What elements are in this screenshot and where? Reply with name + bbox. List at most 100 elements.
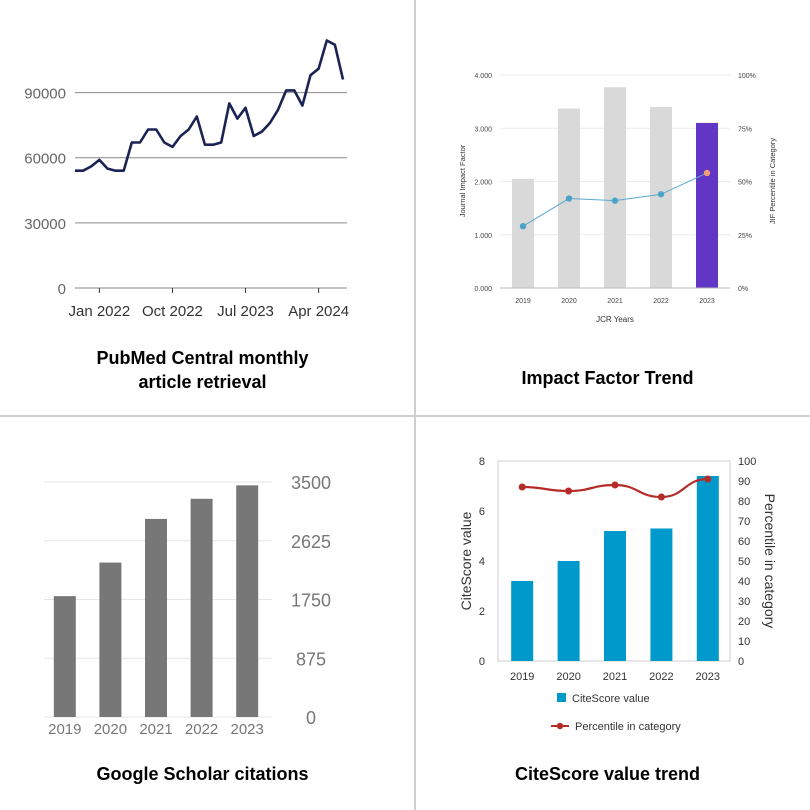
jif-x-axis-label: JCR Years — [596, 315, 634, 324]
jif-y2-tick-label: 0% — [738, 286, 748, 293]
jif-y-tick-label: 1.000 — [474, 233, 492, 240]
gs-caption: Google Scholar citations — [96, 764, 309, 784]
jif-percentile-point — [611, 197, 619, 204]
gs-y-tick-label: 3500 — [291, 473, 331, 493]
jif-x-tick-label: 2019 — [515, 298, 531, 305]
cs-percentile-point — [518, 483, 526, 491]
pmc-x-tick-label: Jan 2022 — [68, 303, 130, 320]
gs-x-tick-label: 2019 — [48, 721, 81, 738]
jif-caption: Impact Factor Trend — [521, 368, 694, 388]
cs-legend-line-label: Percentile in category — [575, 721, 681, 733]
cs-y-tick-label: 4 — [479, 556, 485, 568]
gs-x-tick-label: 2021 — [139, 721, 172, 738]
gs-y-tick-label: 0 — [306, 708, 316, 728]
cs-legend-bar-swatch — [557, 693, 566, 702]
jif-bar — [512, 178, 534, 288]
pmc-caption: PubMed Central monthly article retrieval — [0, 346, 405, 394]
gs-chart: 0 875 1750 2625 3500 2019 2020 2021 2022 2023 — [44, 473, 331, 738]
cs-bar — [650, 528, 673, 661]
cs-y2-tick-label: 20 — [738, 616, 750, 628]
jif-y-tick-label: 3.000 — [474, 126, 492, 133]
jif-y2-tick-label: 75% — [738, 126, 752, 133]
jif-y2-tick-label: 25% — [738, 233, 752, 240]
cs-panel: 0 2 4 6 8 0 10 20 30 40 50 60 70 80 90 100 2019 2020 2021 2… — [405, 405, 810, 810]
jif-percentile-point — [519, 223, 527, 230]
jif-y2-tick-label: 100% — [738, 73, 756, 80]
jif-y-tick-label: 0.000 — [474, 286, 492, 293]
cs-bar — [557, 561, 580, 661]
jif-x-tick-label: 2020 — [561, 298, 577, 305]
pmc-y-tick-label: 90000 — [24, 86, 66, 103]
jif-chart: 0.000 1.000 2.000 3.000 4.000 0% 25% 50% 75% 100%… — [458, 73, 777, 324]
cs-caption: CiteScore value trend — [514, 764, 701, 784]
pmc-x-tick-label: Jul 2023 — [217, 303, 274, 320]
cs-y2-tick-label: 50 — [738, 556, 750, 568]
cs-x-tick-label: 2022 — [649, 671, 673, 683]
jif-x-tick-label: 2023 — [699, 298, 715, 305]
cs-y2-tick-label: 40 — [738, 576, 750, 588]
gs-bar — [190, 498, 213, 717]
horizontal-divider — [0, 415, 810, 417]
cs-y2-tick-label: 100 — [738, 456, 756, 468]
jif-percentile-point — [565, 195, 573, 202]
gs-x-tick-label: 2022 — [185, 721, 218, 738]
cs-y2-tick-label: 30 — [738, 596, 750, 608]
vertical-divider — [414, 0, 416, 810]
jif-x-tick-label: 2022 — [653, 298, 669, 305]
jif-y-tick-label: 2.000 — [474, 180, 492, 187]
cs-y-tick-label: 0 — [479, 656, 485, 668]
jif-panel: 0.000 1.000 2.000 3.000 4.000 0% 25% 50% 75% 100%… — [405, 0, 810, 405]
jif-bar — [696, 122, 718, 288]
cs-y-tick-label: 8 — [479, 456, 485, 468]
cs-x-tick-label: 2023 — [696, 671, 720, 683]
pmc-x-tick-label: Apr 2024 — [288, 303, 349, 320]
cs-y2-tick-label: 90 — [738, 476, 750, 488]
jif-y2-axis-label: JIF Percentile in Category — [768, 138, 777, 225]
pmc-y-tick-label: 30000 — [24, 216, 66, 233]
cs-y2-tick-label: 80 — [738, 496, 750, 508]
cs-y-tick-label: 2 — [479, 606, 485, 618]
cs-y2-tick-label: 0 — [738, 656, 744, 668]
jif-percentile-point — [657, 191, 665, 198]
gs-x-tick-label: 2023 — [231, 721, 264, 738]
gs-bar — [99, 562, 122, 717]
cs-x-tick-label: 2021 — [603, 671, 627, 683]
pmc-y-tick-label: 60000 — [24, 151, 66, 168]
pmc-y-tick-label: 0 — [58, 281, 66, 298]
jif-y2-tick-label: 50% — [738, 180, 752, 187]
cs-percentile-point — [704, 475, 712, 483]
jif-percentile-point — [703, 169, 711, 177]
gs-bar — [145, 518, 167, 717]
jif-x-tick-label: 2021 — [607, 298, 623, 305]
gs-bar — [53, 596, 76, 717]
cs-y-axis-label: CiteScore value — [458, 511, 474, 610]
cs-x-tick-label: 2019 — [510, 671, 534, 683]
cs-percentile-point — [657, 493, 665, 501]
pmc-caption-line1: PubMed Central monthly — [96, 348, 309, 368]
pmc-caption-line2: article retrieval — [138, 372, 267, 392]
cs-legend-bar-label: CiteScore value — [572, 693, 650, 705]
gs-panel: 0 875 1750 2625 3500 2019 2020 2021 2022 2023 Goo… — [0, 405, 405, 810]
cs-percentile-point — [565, 487, 573, 495]
jif-y-axis-label: Journal Impact Factor — [458, 144, 467, 217]
pmc-x-tick-label: Oct 2022 — [142, 303, 203, 320]
gs-bar — [236, 485, 259, 717]
cs-y2-axis-label: Percentile in category — [762, 494, 778, 629]
jif-y-tick-label: 4.000 — [474, 73, 492, 80]
cs-bar — [696, 476, 719, 661]
gs-y-tick-label: 1750 — [291, 591, 331, 611]
cs-bar — [604, 531, 626, 661]
cs-y2-tick-label: 70 — [738, 516, 750, 528]
cs-y2-tick-label: 10 — [738, 636, 750, 648]
jif-bar — [604, 87, 626, 288]
pmc-series-line — [75, 39, 345, 172]
cs-percentile-point — [611, 481, 619, 489]
cs-y-tick-label: 6 — [479, 506, 485, 518]
cs-y2-tick-label: 60 — [738, 536, 750, 548]
pmc-panel: 0 30000 60000 90000 Jan 2022 Oct 2022 Jul 2023… — [0, 0, 405, 405]
cs-x-tick-label: 2020 — [556, 671, 580, 683]
pmc-chart: 0 30000 60000 90000 Jan 2022 Oct 2022 Jul 2023… — [24, 39, 349, 320]
cs-legend-line-marker — [556, 722, 564, 730]
gs-y-tick-label: 2625 — [291, 532, 331, 552]
